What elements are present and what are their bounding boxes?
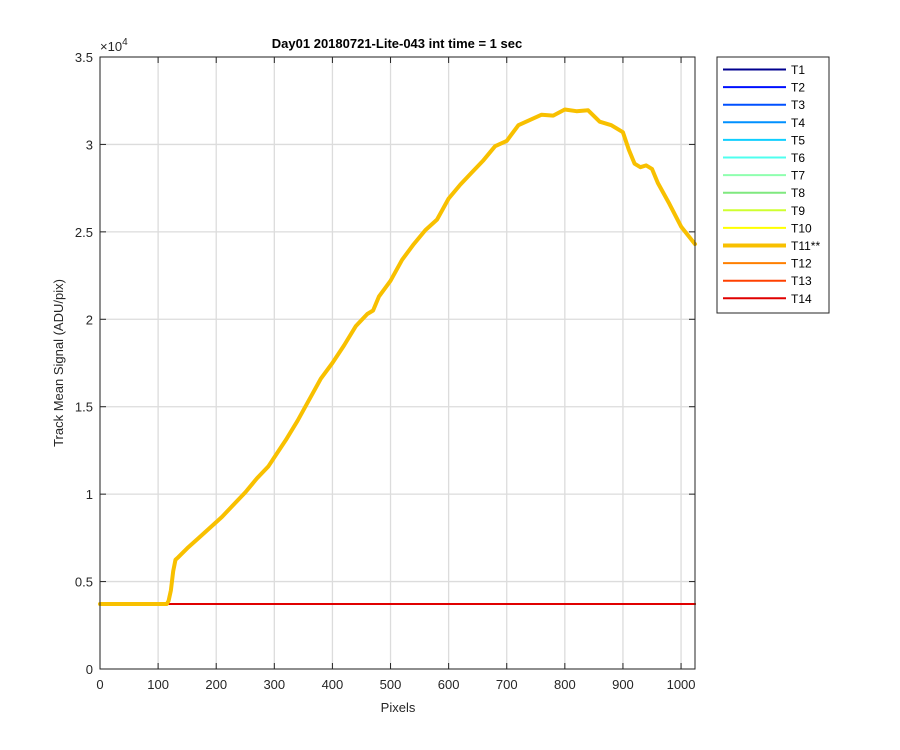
x-axis-label: Pixels <box>381 700 416 715</box>
legend-label: T6 <box>791 151 805 165</box>
y-tick-label: 2.5 <box>75 225 93 240</box>
chart-title: Day01 20180721-Lite-043 int time = 1 sec <box>272 36 522 51</box>
x-tick-label: 500 <box>380 677 402 692</box>
legend-label: T13 <box>791 274 812 288</box>
y-tick-label: 3.5 <box>75 50 93 65</box>
x-tick-label: 600 <box>438 677 460 692</box>
legend: T1 T2 T3 T4 T5 T6 T7 T8 T9 T10 T11** T12 T13 T14 <box>716 56 830 314</box>
legend-box <box>716 56 830 314</box>
legend-label: T10 <box>791 221 812 235</box>
series-line-t11 <box>98 107 697 606</box>
y-axis-multiplier: ×104 <box>100 37 128 54</box>
legend-label: T3 <box>791 98 805 112</box>
y-tick-label: 3 <box>86 137 93 152</box>
legend-label: T4 <box>791 116 805 130</box>
plot-frame <box>99 56 696 670</box>
y-tick-label: 0 <box>86 662 93 677</box>
legend-label: T12 <box>791 257 812 271</box>
ticks: 0 100 200 300 400 500 600 700 800 900 1000 0 0.5 1 1.5… <box>75 50 696 692</box>
x-tick-label: 100 <box>147 677 169 692</box>
y-tick-label: 2 <box>86 312 93 327</box>
x-tick-label: 200 <box>205 677 227 692</box>
legend-label: T11** <box>791 239 820 253</box>
x-tick-label: 800 <box>554 677 576 692</box>
y-tick-label: 0.5 <box>75 575 93 590</box>
x-tick-label: 1000 <box>667 677 696 692</box>
plot-area <box>100 57 695 669</box>
legend-label: T14 <box>791 292 812 306</box>
y-tick-label: 1 <box>86 487 93 502</box>
series-layer <box>98 107 697 606</box>
x-tick-label: 700 <box>496 677 518 692</box>
legend-label: T1 <box>791 63 805 77</box>
x-tick-label: 300 <box>263 677 285 692</box>
legend-label: T5 <box>791 133 805 147</box>
x-tick-label: 400 <box>322 677 344 692</box>
legend-label: T7 <box>791 169 805 183</box>
legend-label: T2 <box>791 81 805 95</box>
y-tick-label: 1.5 <box>75 400 93 415</box>
x-tick-label: 0 <box>96 677 103 692</box>
y-axis-label: Track Mean Signal (ADU/pix) <box>51 279 66 447</box>
legend-label: T9 <box>791 204 805 218</box>
legend-label: T8 <box>791 186 805 200</box>
x-tick-label: 900 <box>612 677 634 692</box>
